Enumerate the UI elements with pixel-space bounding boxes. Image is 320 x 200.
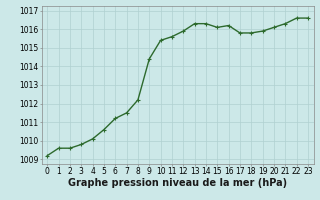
X-axis label: Graphe pression niveau de la mer (hPa): Graphe pression niveau de la mer (hPa) xyxy=(68,178,287,188)
